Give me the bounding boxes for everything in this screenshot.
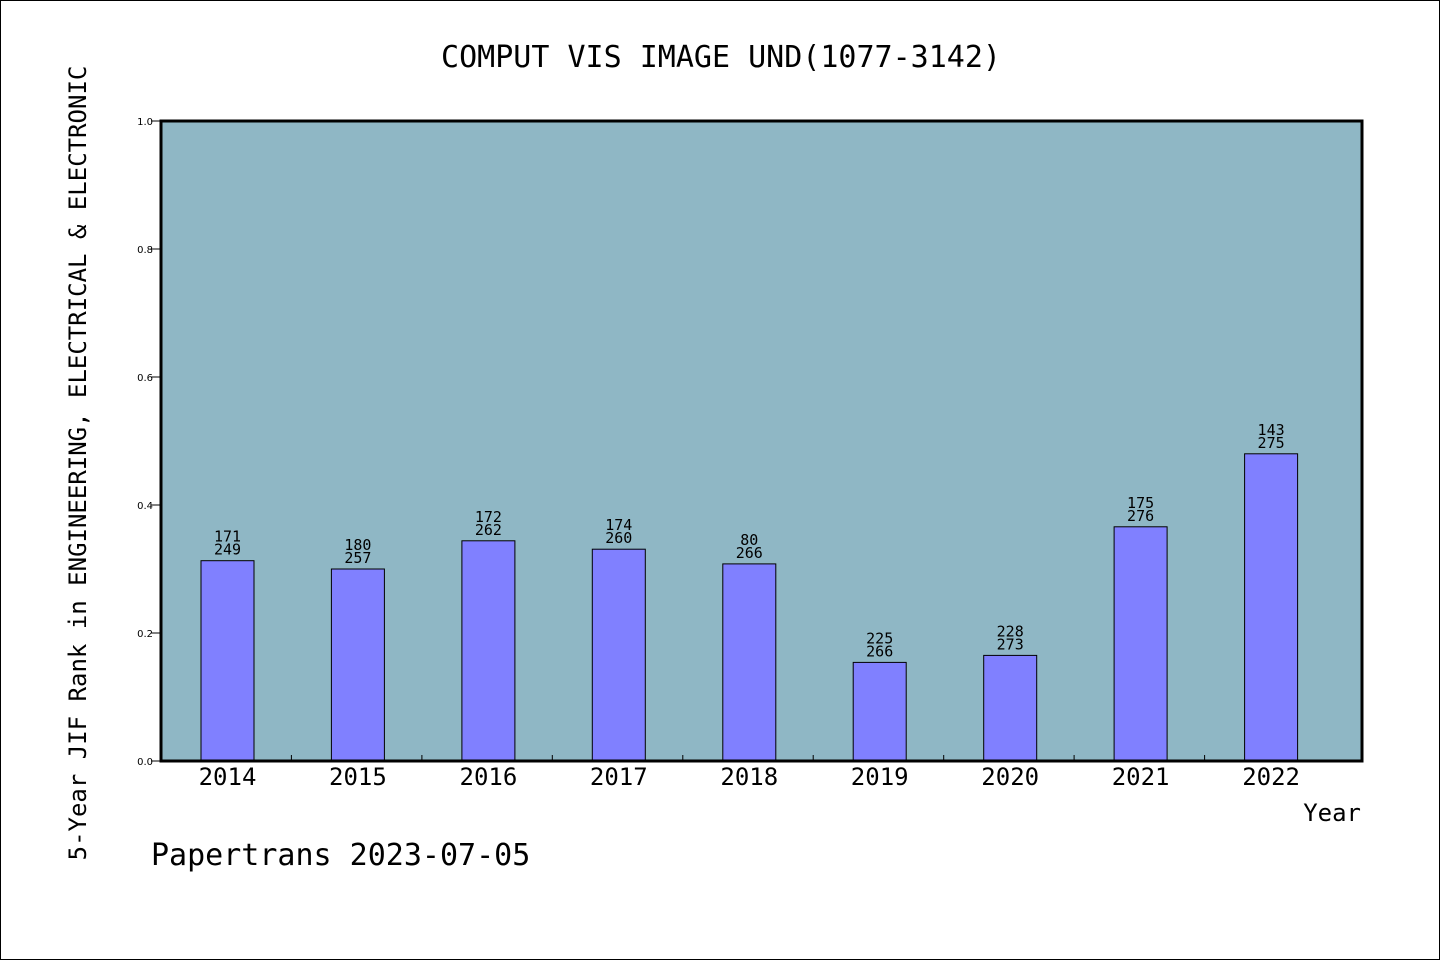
bar-2015	[330, 568, 385, 762]
bar-2014	[200, 560, 255, 762]
bar-label-top-2019: 225	[866, 629, 893, 647]
y-tick-label-0.8: 0.8	[137, 245, 153, 256]
y-tick-label-1.0: 1.0	[137, 117, 153, 128]
bar-2022	[1244, 453, 1299, 762]
y-tick-label-0.0: 0.0	[137, 757, 153, 768]
bar-label-top-2022: 143	[1258, 421, 1285, 439]
bar-label-bottom-2017: 260	[605, 529, 632, 547]
bar-label-top-2018: 80	[740, 531, 758, 549]
footer-text: Papertrans 2023-07-05	[151, 838, 530, 873]
bar-2021	[1113, 526, 1168, 762]
x-tick-label-2015: 2015	[329, 763, 387, 791]
bar-label-bottom-2016: 262	[475, 521, 502, 539]
x-tick-label-2022: 2022	[1242, 763, 1300, 791]
bar-label-bottom-2014: 249	[214, 541, 241, 559]
bar-label-bottom-2022: 275	[1258, 434, 1285, 452]
x-tick-label-2019: 2019	[851, 763, 909, 791]
bar-2017	[591, 548, 646, 762]
bar-label-bottom-2021: 276	[1127, 507, 1154, 525]
bar-2016	[461, 540, 516, 762]
x-tick-label-2020: 2020	[981, 763, 1039, 791]
chart-title: COMPUT VIS IMAGE UND(1077-3142)	[441, 40, 1001, 75]
x-axis-label: Year	[1303, 799, 1361, 827]
bar-label-bottom-2019: 266	[866, 642, 893, 660]
bar-2018	[722, 563, 777, 762]
bar-label-top-2017: 174	[605, 516, 632, 534]
plot-frame	[159, 119, 1364, 763]
x-tick-label-2017: 2017	[590, 763, 648, 791]
y-tick-label-0.4: 0.4	[137, 501, 153, 512]
x-axis-ticks: 2014 2015 2016 2017 2018 2019 2020 2021 2022	[199, 755, 1300, 791]
y-tick-label-0.6: 0.6	[137, 373, 153, 384]
bar-label-top-2015: 180	[344, 536, 371, 554]
y-tick-label-0.2: 0.2	[137, 629, 153, 640]
bar-label-top-2021: 175	[1127, 494, 1154, 512]
bar-2019	[852, 661, 907, 762]
x-tick-label-2021: 2021	[1112, 763, 1170, 791]
bar-label-bottom-2018: 266	[736, 544, 763, 562]
x-tick-label-2016: 2016	[460, 763, 518, 791]
bar-2020	[983, 654, 1038, 762]
x-tick-label-2014: 2014	[199, 763, 257, 791]
bar-label-top-2020: 228	[997, 622, 1024, 640]
y-axis-ticks: 0.0 0.2 0.4 0.6 0.8 1.0	[137, 117, 161, 768]
bar-label-top-2016: 172	[475, 508, 502, 526]
bar-label-bottom-2015: 257	[344, 549, 371, 567]
bar-label-bottom-2020: 273	[997, 635, 1024, 653]
x-tick-label-2018: 2018	[720, 763, 778, 791]
y-axis-label: 5-Year JIF Rank in ENGINEERING, ELECTRIC…	[64, 66, 92, 861]
bar-label-top-2014: 171	[214, 528, 241, 546]
